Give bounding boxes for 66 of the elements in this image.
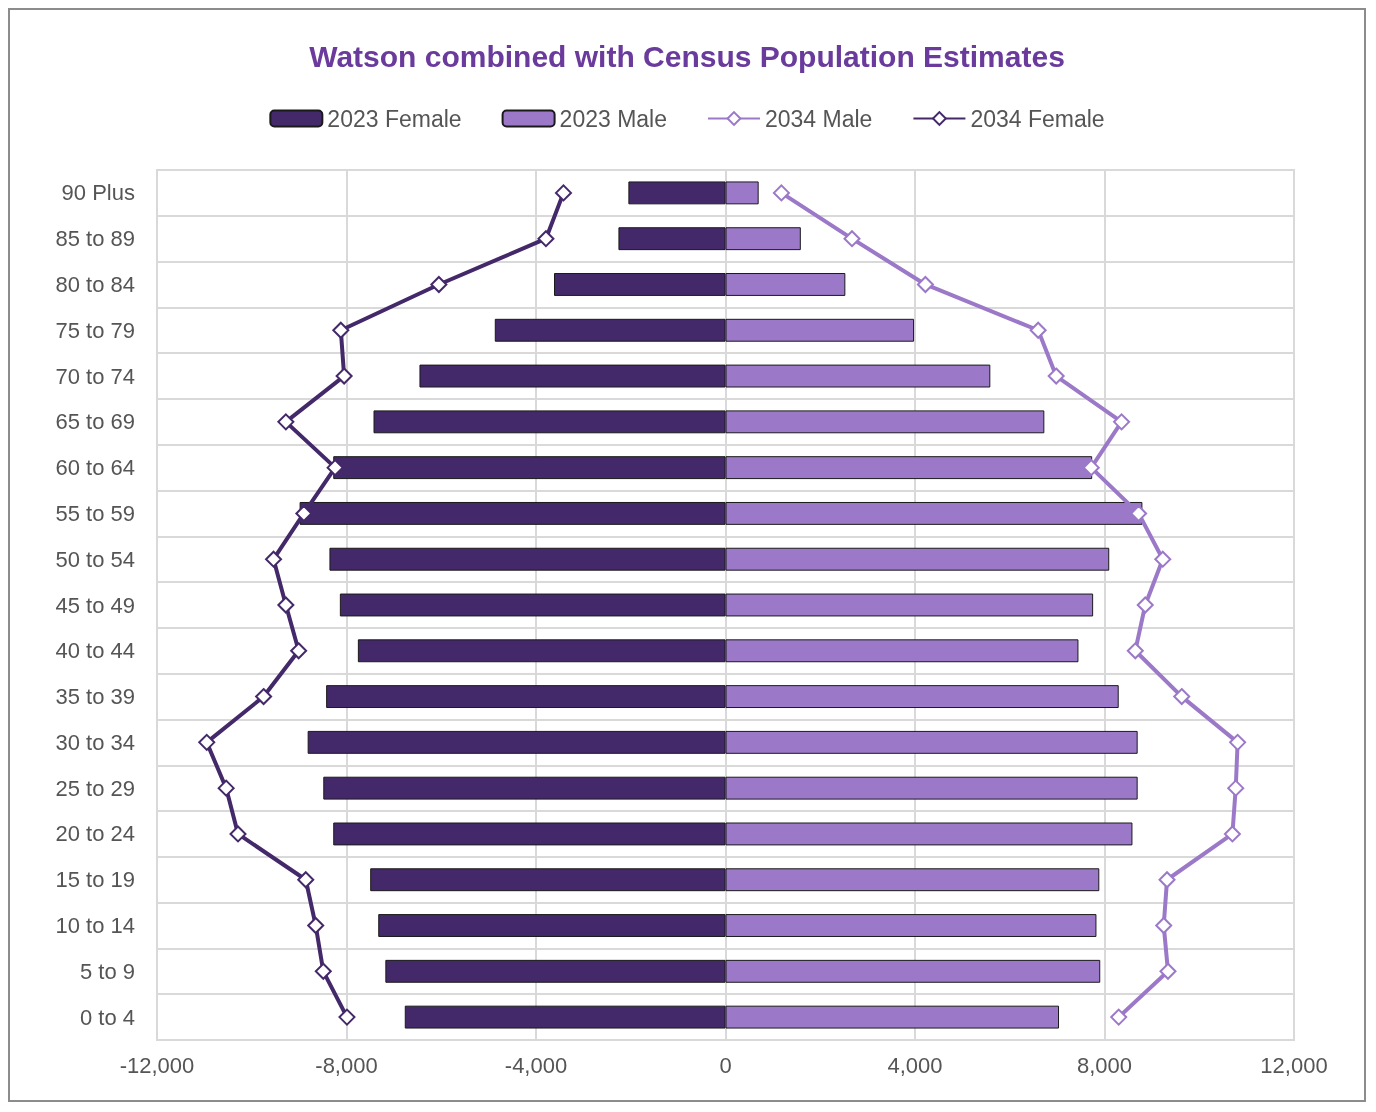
point <box>1227 779 1245 797</box>
y-tick-label: 85 to 89 <box>55 226 135 252</box>
legend-label: 2023 Male <box>559 105 668 132</box>
point <box>307 917 325 935</box>
point <box>1223 825 1241 843</box>
point <box>916 275 934 293</box>
point <box>1113 413 1131 431</box>
point <box>255 688 273 706</box>
point <box>1155 917 1173 935</box>
point <box>1047 367 1065 385</box>
point <box>338 1008 356 1026</box>
y-tick-label: 55 to 59 <box>55 500 135 526</box>
legend-label: 2023 Female <box>327 105 462 132</box>
y-tick-label: 70 to 74 <box>55 363 135 389</box>
x-tick-label: -8,000 <box>315 1052 378 1078</box>
y-tick-label: 10 to 14 <box>55 913 135 939</box>
point <box>265 550 283 568</box>
point <box>1159 962 1177 980</box>
point <box>277 596 295 614</box>
point <box>1110 1008 1128 1026</box>
point <box>1158 871 1176 889</box>
y-tick-label: 45 to 49 <box>55 592 135 618</box>
legend-label: 2034 Female <box>970 105 1105 132</box>
y-tick-label: 5 to 9 <box>79 958 135 984</box>
point <box>335 367 353 385</box>
x-tick-label: 8,000 <box>1076 1052 1133 1078</box>
point <box>217 779 235 797</box>
point <box>1136 596 1154 614</box>
point <box>1173 688 1191 706</box>
point <box>326 459 344 477</box>
point <box>554 184 572 202</box>
chart-title: Watson combined with Census Population Estimates <box>309 39 1065 73</box>
y-tick-label: 15 to 19 <box>55 867 135 893</box>
point <box>1154 550 1172 568</box>
point <box>198 733 216 751</box>
point <box>277 413 295 431</box>
y-tick-label: 25 to 29 <box>55 775 135 801</box>
y-tick-label: 90 Plus <box>61 180 135 206</box>
point <box>314 962 332 980</box>
y-tick-label: 75 to 79 <box>55 317 135 343</box>
point <box>430 275 448 293</box>
point <box>229 825 247 843</box>
point <box>290 642 308 660</box>
y-tick-label: 60 to 64 <box>55 455 135 481</box>
point <box>297 871 315 889</box>
legend-label: 2034 Male <box>765 105 873 132</box>
point <box>1229 733 1247 751</box>
point <box>332 321 350 339</box>
point <box>843 230 861 248</box>
x-tick-label: -4,000 <box>504 1052 568 1078</box>
x-tick-label: 0 <box>719 1052 732 1078</box>
y-tick-label: 40 to 44 <box>55 638 135 664</box>
y-tick-label: 50 to 54 <box>55 546 135 572</box>
point <box>1029 321 1047 339</box>
y-tick-label: 65 to 69 <box>55 409 135 435</box>
x-tick-label: -12,000 <box>119 1052 195 1078</box>
y-tick-label: 0 to 4 <box>79 1004 135 1030</box>
x-tick-label: 4,000 <box>887 1052 943 1078</box>
y-tick-label: 35 to 39 <box>55 684 135 710</box>
point <box>537 230 555 248</box>
point <box>772 184 790 202</box>
x-tick-label: 12,000 <box>1260 1052 1328 1078</box>
y-tick-label: 30 to 34 <box>55 729 135 755</box>
y-tick-label: 80 to 84 <box>55 271 135 297</box>
point <box>1126 642 1144 660</box>
y-tick-label: 20 to 24 <box>55 821 135 847</box>
